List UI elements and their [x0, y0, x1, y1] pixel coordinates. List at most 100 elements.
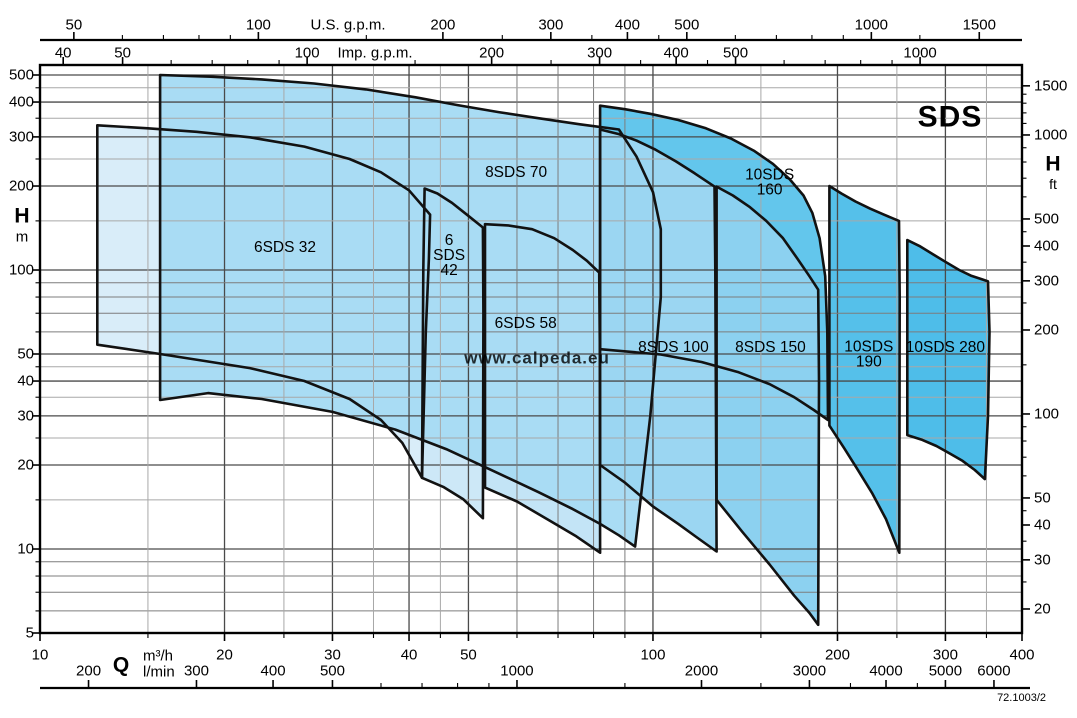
tick-label: 400: [1034, 237, 1059, 254]
tick-label: 40: [401, 647, 418, 664]
tick-label: 5000: [929, 663, 962, 680]
tick-label: 20: [1034, 600, 1051, 617]
tick-label: 50: [114, 45, 131, 62]
envelope-outline-10sds-190: [828, 184, 901, 554]
tick-label: 100: [1034, 405, 1059, 422]
tick-label: 500: [674, 17, 699, 34]
region-label-line: 8SDS 150: [735, 338, 806, 355]
h-m-axis-title: Hm: [14, 205, 29, 246]
tick-label: 500: [320, 663, 345, 680]
tick-label: 30: [1034, 551, 1051, 568]
tick-label: 200: [825, 647, 850, 664]
axis-imp-gpm: 40 50 100 200 300 400 500 1000 Imp. g.p.m.: [55, 45, 937, 65]
region-label-6sds-32: 6SDS 32: [254, 238, 316, 255]
tick-label: 300: [184, 663, 209, 680]
region-label-10sds-160: 10SDS 160: [745, 166, 794, 198]
envelope-outline-10sds-160: [598, 104, 830, 422]
region-label-line: 10SDS 280: [906, 338, 986, 355]
region-label-line: 160: [757, 181, 783, 198]
tick-label: 200: [430, 17, 455, 34]
region-label-6sds-58: 6SDS 58: [495, 314, 557, 331]
envelope-outline-6sds-32: [96, 124, 432, 480]
tick-label: 10: [17, 541, 34, 558]
tick-label: 500: [9, 67, 34, 84]
tick-label: 300: [538, 17, 563, 34]
tick-label: 400: [664, 45, 689, 62]
tick-label: 300: [587, 45, 612, 62]
q-symbol: Q: [113, 654, 129, 677]
envelope-fill-8sds-150: [716, 186, 819, 625]
tick-label: 200: [76, 663, 101, 680]
envelope-fill-8sds-70: [160, 75, 661, 547]
region-label-line: 6SDS 58: [495, 314, 557, 331]
envelope-outline-8sds-100: [598, 128, 718, 553]
tick-label: 30: [324, 647, 341, 664]
tick-label: 40: [17, 373, 34, 390]
tick-label: 6000: [977, 663, 1010, 680]
region-label-10sds-190: 10SDS 190: [844, 338, 893, 370]
envelope-outline-8sds-70: [158, 73, 663, 548]
axis-m3h: 10 20 30 40 50 100 200 300 400 m³/h: [32, 633, 1035, 665]
envelope-outline-6sds-58: [483, 222, 602, 554]
h-ft-unit: ft: [1049, 176, 1057, 192]
tick-label: 1000: [855, 17, 888, 34]
tick-label: 4000: [869, 663, 902, 680]
tick-label: 50: [66, 17, 83, 34]
chart-title: SDS: [918, 101, 983, 134]
region-label-line: 6: [445, 232, 454, 249]
region-label-10sds-280: 10SDS 280: [906, 338, 986, 355]
envelope-fill-10sds-280: [907, 240, 990, 480]
tick-label: 200: [1034, 321, 1059, 338]
region-label-line: 6SDS 32: [254, 238, 316, 255]
envelope-outline-6sds-42: [420, 187, 485, 520]
tick-label: 300: [933, 647, 958, 664]
h-ft-axis-title: Hft: [1045, 153, 1060, 193]
tick-label: 3000: [793, 663, 826, 680]
tick-label: 50: [17, 346, 34, 363]
tick-label: 30: [17, 407, 34, 424]
tick-label: 100: [9, 262, 34, 279]
tick-label: 100: [246, 17, 271, 34]
envelope-outline-10sds-280: [906, 238, 991, 481]
region-label-line: 8SDS 70: [485, 163, 547, 180]
axis-us-gpm: 50 100 200 300 400 500 1000 1500 U.S. g.p.m.: [40, 17, 1022, 42]
m3h-axis-title: m³/h: [143, 648, 173, 665]
tick-label: 20: [216, 647, 233, 664]
region-label-line: 8SDS 100: [638, 338, 709, 355]
tick-label: 300: [9, 128, 34, 145]
tick-label: 1000: [1034, 126, 1067, 143]
watermark: www.calpeda.eu: [463, 348, 610, 367]
tick-label: 40: [55, 45, 72, 62]
doc-code: 72.1003/2: [997, 692, 1046, 704]
region-label-line: 190: [856, 353, 882, 370]
region-label-line: 10SDS: [844, 338, 893, 355]
tick-label: 400: [9, 94, 34, 111]
tick-label: 1000: [903, 45, 936, 62]
tick-label: 1500: [1034, 77, 1067, 94]
h-ft-symbol: H: [1045, 153, 1060, 176]
region-label-line: 42: [440, 262, 457, 279]
tick-label: 100: [640, 647, 665, 664]
tick-label: 200: [9, 178, 34, 195]
region-label-line: SDS: [433, 247, 465, 264]
tick-label: 400: [261, 663, 286, 680]
region-label-8sds-100: 8SDS 100: [638, 338, 709, 355]
region-label-6sds-42: 6 SDS 42: [433, 232, 465, 279]
tick-label: 100: [295, 45, 320, 62]
tick-label: 400: [1009, 647, 1034, 664]
tick-label: 1000: [500, 663, 533, 680]
axis-h-ft: 20 30 40 50 100 200 300 400 500 1000 1500: [1022, 77, 1067, 617]
tick-label: 400: [615, 17, 640, 34]
envelope-outline-8sds-150: [715, 185, 821, 627]
axis-lmin: 200 300 400 500 1000 2000 3000 4000 5000 6000 l/mi…: [40, 663, 1030, 690]
tick-label: 200: [479, 45, 504, 62]
tick-label: 50: [460, 647, 477, 664]
region-label-8sds-150: 8SDS 150: [735, 338, 806, 355]
h-m-symbol: H: [14, 205, 29, 228]
us_gpm-axis-title: U.S. g.p.m.: [310, 17, 385, 34]
tick-label: 20: [17, 457, 34, 474]
envelope-fill-8sds-100: [600, 129, 717, 552]
